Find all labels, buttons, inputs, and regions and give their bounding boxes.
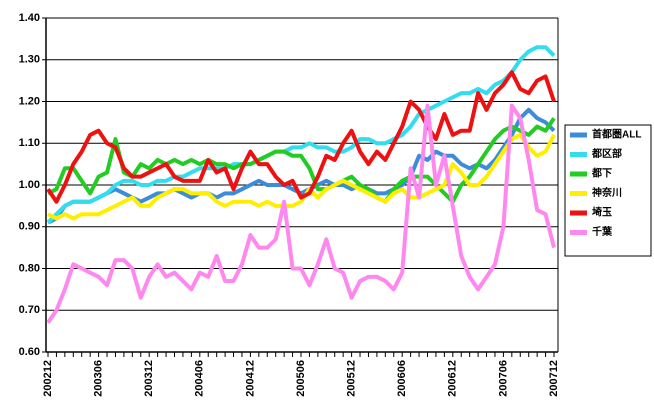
x-tick-label: 200712 [548, 360, 560, 397]
x-tick-label: 200612 [447, 360, 459, 397]
x-tick-label: 200606 [396, 360, 408, 397]
x-tick-label: 200312 [143, 360, 155, 397]
y-tick-label: 0.60 [19, 346, 40, 358]
legend-label: 都区部 [591, 147, 622, 160]
y-tick-label: 0.70 [19, 304, 40, 316]
legend-label: 都下 [591, 167, 612, 180]
x-tick-label: 200212 [42, 360, 54, 397]
legend-label: 埼玉 [592, 206, 612, 219]
y-tick-label: 1.30 [19, 54, 40, 66]
x-tick-label: 200512 [346, 360, 358, 397]
series-line [46, 45, 556, 224]
legend-label: 神奈川 [592, 186, 622, 199]
x-tick-label: 200406 [194, 360, 206, 397]
y-tick-label: 0.90 [19, 221, 40, 233]
series-line [46, 103, 556, 324]
x-tick-label: 200506 [295, 360, 307, 397]
y-tick-label: 1.00 [19, 179, 40, 191]
series-line [46, 70, 556, 204]
x-tick-label: 200706 [497, 360, 509, 397]
series-line [47, 132, 556, 221]
legend-label: 首都圏ALL [592, 128, 641, 141]
x-tick-label: 200306 [93, 360, 105, 397]
y-tick-label: 1.10 [19, 137, 40, 149]
y-tick-label: 0.80 [19, 262, 40, 274]
x-tick-label: 200412 [244, 360, 256, 397]
y-tick-label: 1.20 [19, 95, 40, 107]
y-tick-label: 1.40 [19, 12, 40, 24]
legend-label: 千葉 [592, 225, 613, 238]
